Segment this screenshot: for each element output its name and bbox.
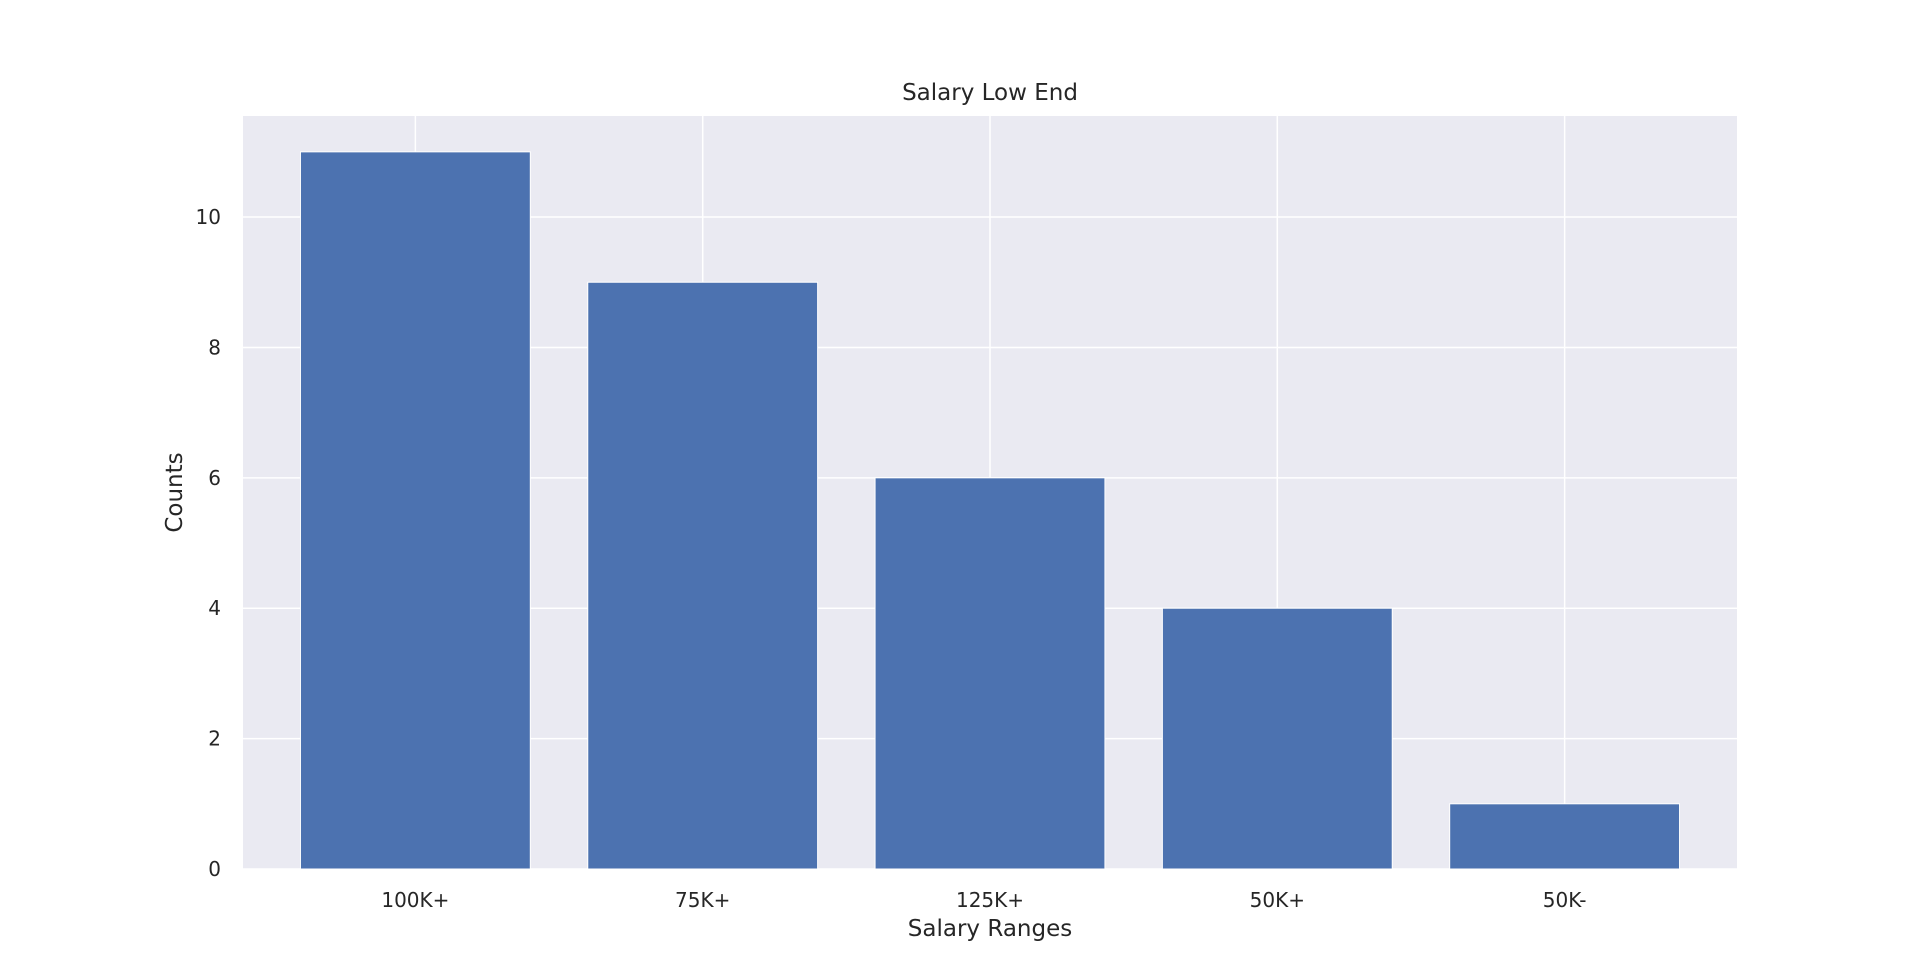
y-tick-label: 8 [208, 335, 221, 359]
x-tick-label: 125K+ [956, 888, 1024, 912]
y-tick-label: 0 [208, 857, 221, 881]
y-tick-label: 10 [196, 205, 221, 229]
x-tick-label: 50K- [1543, 888, 1587, 912]
y-tick-labels: 0 2 4 6 8 10 [196, 205, 221, 881]
y-tick-label: 4 [208, 596, 221, 620]
x-tick-label: 50K+ [1250, 888, 1305, 912]
x-tick-labels: 100K+ 75K+ 125K+ 50K+ 50K- [381, 888, 1586, 912]
x-axis-label: Salary Ranges [908, 916, 1072, 942]
bar-125K+ [874, 477, 1106, 870]
y-tick-label: 2 [208, 727, 221, 751]
y-tick-label: 6 [208, 466, 221, 490]
bar-75K+ [587, 281, 819, 870]
y-axis-label: Counts [162, 452, 188, 532]
bar-50K- [1449, 803, 1681, 870]
bar-layer [299, 151, 1681, 870]
bar-50K+ [1161, 607, 1393, 870]
x-tick-label: 100K+ [381, 888, 449, 912]
bar-100K+ [299, 151, 531, 870]
chart-title: Salary Low End [902, 80, 1078, 106]
x-tick-label: 75K+ [675, 888, 730, 912]
